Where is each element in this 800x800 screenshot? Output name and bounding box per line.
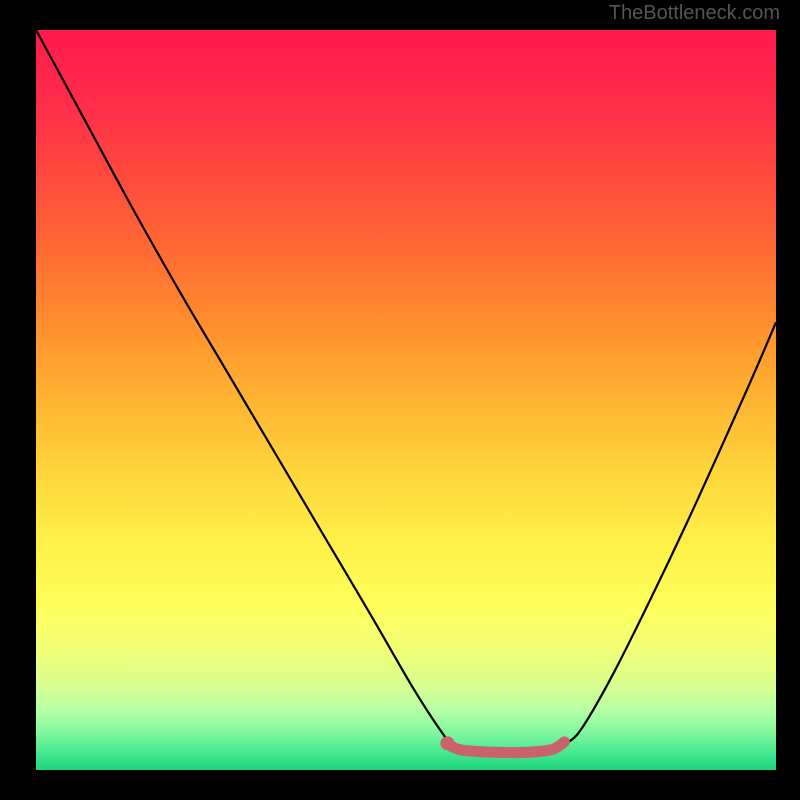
plot-frame	[36, 30, 776, 770]
bottleneck-curve	[36, 30, 776, 752]
flat-region-start-dot	[440, 736, 454, 750]
flat-region-marker	[449, 742, 564, 753]
watermark-text: TheBottleneck.com	[609, 2, 780, 25]
chart-curve-layer	[36, 30, 776, 770]
